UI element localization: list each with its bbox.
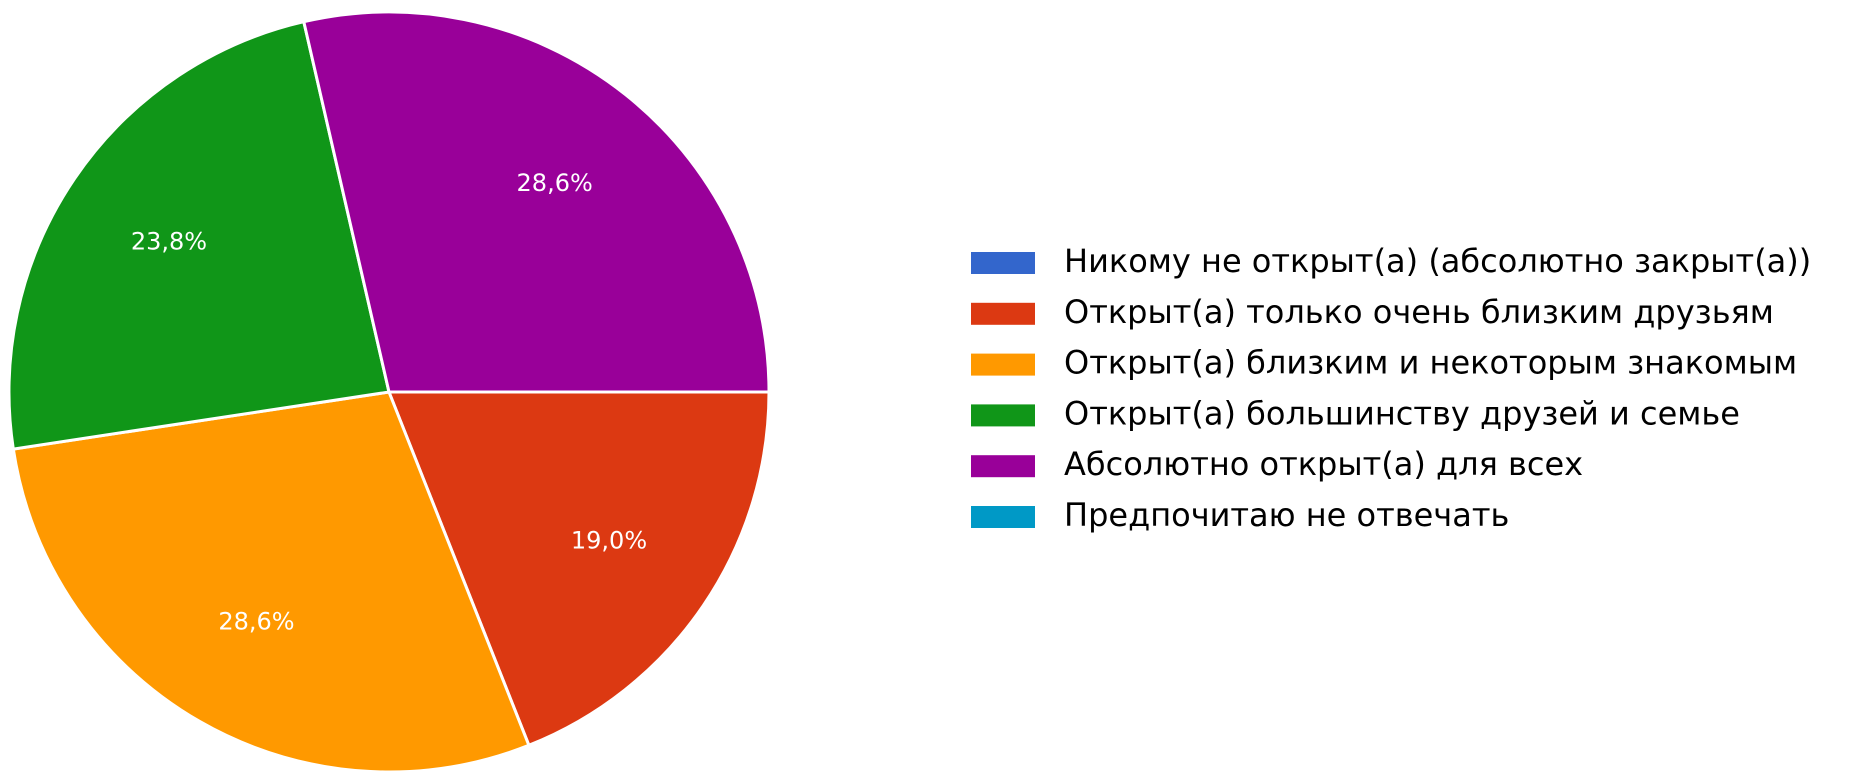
legend-swatch <box>971 252 1035 274</box>
legend-swatch <box>971 506 1035 528</box>
pie-slice <box>7 19 391 451</box>
slice-label: 28,6% <box>517 169 593 197</box>
pie-slice <box>301 10 771 394</box>
slice-label: 28,6% <box>218 608 294 636</box>
legend-swatch <box>971 353 1035 376</box>
legend-label: Открыт(а) большинству друзей и семье <box>1064 394 1740 432</box>
pie-slice <box>386 390 771 748</box>
legend-swatch <box>971 302 1035 325</box>
legend-label: Абсолютно открыт(а) для всех <box>1064 445 1583 483</box>
legend-label: Открыт(а) близким и некоторым знакомым <box>1064 344 1797 382</box>
legend-label: Предпочитаю не отвечать <box>1064 496 1509 534</box>
legend-swatch <box>971 404 1035 427</box>
pie-slice <box>11 390 531 774</box>
legend-label: Никому не открыт(а) (абсолютно закрыт(а)… <box>1064 242 1811 280</box>
slice-label: 23,8% <box>131 227 207 255</box>
slice-label: 19,0% <box>571 527 647 555</box>
legend-label: Открыт(а) только очень близким друзьям <box>1064 293 1774 331</box>
legend-swatch <box>971 455 1035 478</box>
